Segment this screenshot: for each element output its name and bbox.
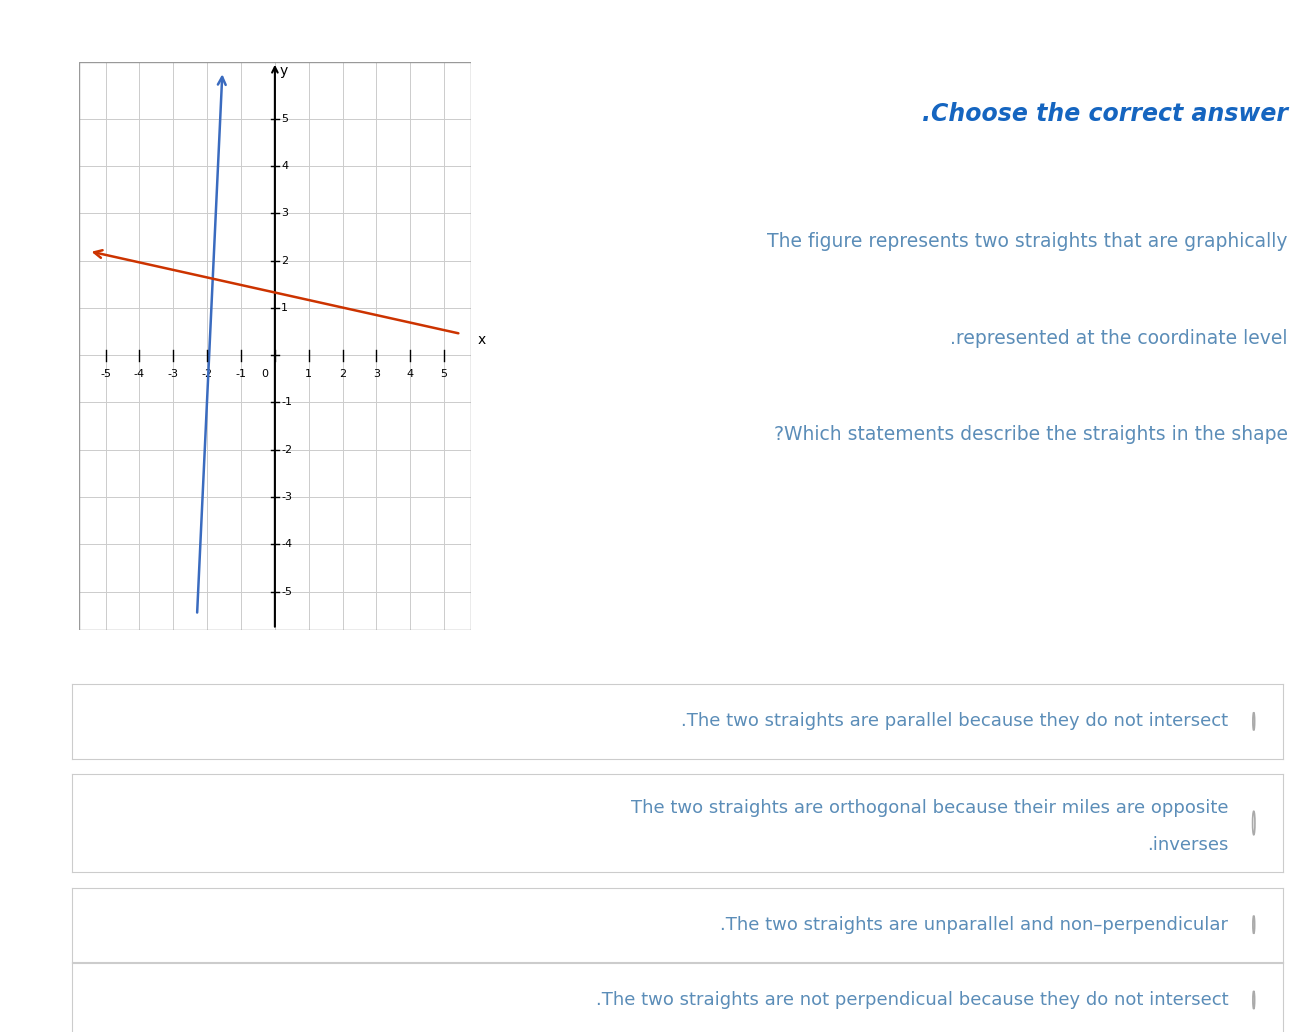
Text: -1: -1 [281,397,292,408]
Text: -3: -3 [168,369,179,380]
Text: 3: 3 [373,369,380,380]
Text: 4: 4 [407,369,414,380]
Text: -5: -5 [99,369,111,380]
Text: -3: -3 [281,492,292,503]
Text: 1: 1 [305,369,313,380]
Text: 1: 1 [281,302,288,313]
Text: .inverses: .inverses [1147,836,1228,853]
Text: 5: 5 [441,369,448,380]
Text: -1: -1 [236,369,246,380]
Text: The two straights are orthogonal because their miles are opposite: The two straights are orthogonal because… [631,800,1228,817]
Text: 4: 4 [281,161,288,171]
Text: .represented at the coordinate level: .represented at the coordinate level [950,328,1288,348]
Text: .The two straights are parallel because they do not intersect: .The two straights are parallel because … [681,712,1228,731]
Text: 3: 3 [281,208,288,219]
Text: -4: -4 [281,540,292,549]
Text: .The two straights are unparallel and non–perpendicular: .The two straights are unparallel and no… [720,915,1228,934]
Text: ?Which statements describe the straights in the shape: ?Which statements describe the straights… [774,425,1288,444]
Text: .The two straights are not perpendicual because they do not intersect: .The two straights are not perpendicual … [596,991,1228,1009]
Text: -5: -5 [281,586,292,596]
Text: -2: -2 [202,369,213,380]
Text: y: y [280,64,288,78]
Text: -2: -2 [281,445,292,455]
Text: 5: 5 [281,114,288,124]
Text: 0: 0 [262,369,268,380]
Text: -4: -4 [134,369,145,380]
Text: The figure represents two straights that are graphically: The figure represents two straights that… [767,232,1288,251]
Text: .Choose the correct answer: .Choose the correct answer [922,101,1288,126]
Text: 2: 2 [281,256,288,265]
Text: 2: 2 [339,369,346,380]
Text: x: x [478,332,486,347]
